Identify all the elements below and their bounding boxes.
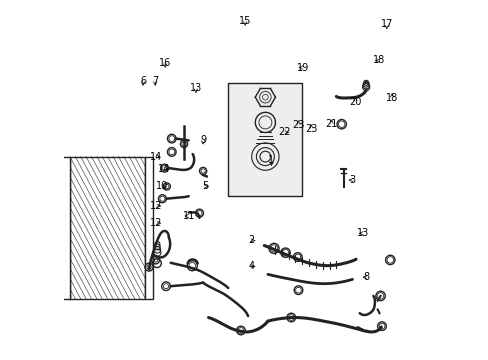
Text: 13: 13 (189, 83, 202, 93)
Text: 21: 21 (325, 119, 337, 129)
Text: 8: 8 (363, 272, 369, 282)
Text: 1: 1 (268, 155, 274, 165)
Text: 16: 16 (159, 58, 171, 68)
Text: 23: 23 (292, 120, 304, 130)
Text: 18: 18 (373, 55, 385, 66)
Text: 9: 9 (200, 135, 206, 145)
Bar (62, 157, 70, 299)
Text: 15: 15 (239, 16, 251, 26)
Text: 5: 5 (202, 181, 207, 192)
Text: 3: 3 (349, 175, 355, 185)
Text: 23: 23 (305, 124, 317, 134)
Text: 17: 17 (380, 19, 392, 30)
Text: 19: 19 (296, 63, 308, 73)
Text: 11: 11 (182, 211, 194, 221)
Text: 2: 2 (248, 235, 254, 246)
Text: 14: 14 (158, 164, 170, 174)
Text: 14: 14 (149, 152, 162, 162)
Text: 4: 4 (248, 261, 254, 271)
Bar (145, 157, 153, 299)
Text: 7: 7 (152, 76, 158, 86)
Text: 20: 20 (348, 96, 361, 107)
Text: 10: 10 (155, 181, 167, 192)
Text: 12: 12 (150, 201, 162, 211)
Text: 22: 22 (277, 127, 290, 138)
Bar (228, 83, 302, 196)
Text: 13: 13 (356, 228, 368, 238)
Polygon shape (70, 157, 145, 299)
Text: 12: 12 (150, 218, 162, 228)
Text: 18: 18 (385, 93, 397, 103)
Text: 6: 6 (140, 76, 146, 86)
